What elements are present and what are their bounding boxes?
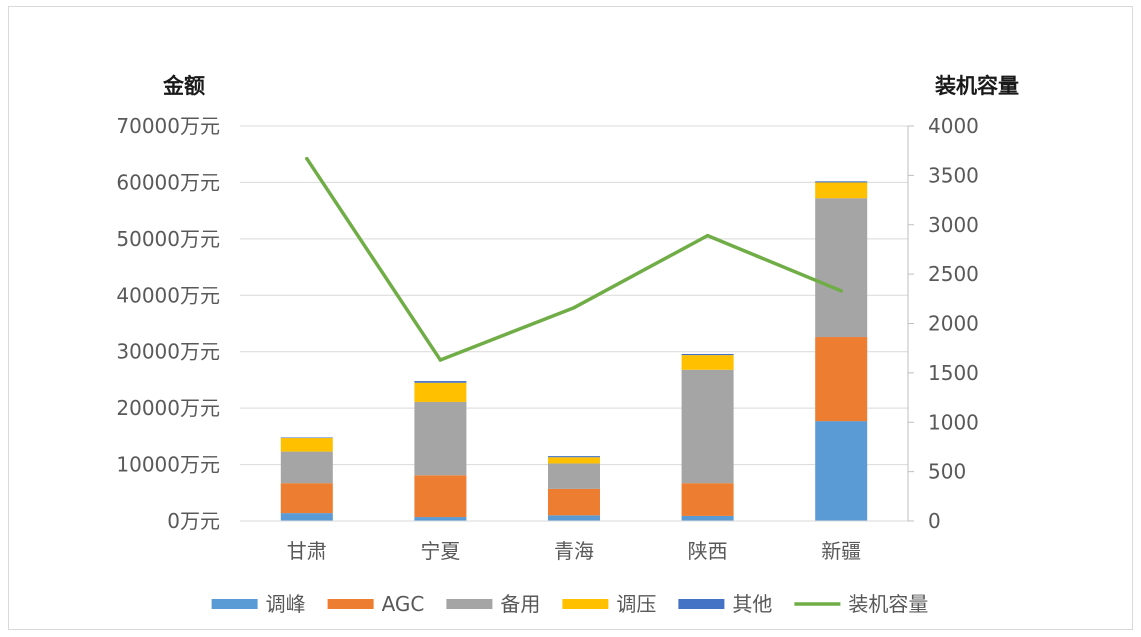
x-tick-label: 宁夏 [420, 539, 460, 563]
y-right-tick-label: 500 [928, 460, 966, 484]
y-right-tick-label: 1000 [928, 410, 979, 434]
legend-item: 其他 [678, 592, 772, 616]
legend-swatch [211, 599, 258, 609]
y-left-tick-label: 70000万元 [116, 114, 220, 138]
bar-segment [280, 483, 333, 514]
y-left-tick-label: 30000万元 [116, 340, 220, 364]
line-point [438, 358, 443, 362]
line-point [705, 233, 710, 238]
bar-segment [681, 483, 734, 516]
legend-item: 调压 [562, 592, 656, 616]
bar-segment [548, 488, 600, 516]
bar-segment [681, 355, 734, 370]
y-left-tick-label: 50000万元 [116, 227, 220, 251]
bar-segment [815, 337, 868, 422]
x-tick-label: 甘肃 [287, 539, 327, 563]
y-left-tick-label: 60000万元 [116, 170, 220, 194]
legend-label: AGC [382, 592, 425, 616]
x-tick-label: 陕西 [688, 539, 728, 563]
bar-segment [414, 475, 467, 518]
right-axis-title: 装机容量 [935, 74, 1019, 98]
bar-segment [280, 513, 333, 521]
bar-segment [681, 515, 734, 521]
y-right-tick-label: 3500 [928, 163, 979, 187]
line-point [572, 305, 576, 310]
legend-swatch [446, 599, 493, 609]
legend-item: 调峰 [211, 592, 306, 616]
bar-segment [681, 369, 734, 484]
bar-segment [548, 515, 600, 521]
bar-segment [815, 182, 868, 199]
x-tick-label: 青海 [554, 539, 594, 563]
capacity-line [305, 157, 842, 362]
y-left-tick-label: 10000万元 [116, 453, 220, 477]
axes: 0万元 10000万元 20000万元 30000万元 40000万元 50000万元 60… [116, 114, 979, 563]
gridlines [240, 125, 908, 466]
line-group [305, 156, 843, 362]
legend-item: 装机容量 [794, 592, 928, 616]
bar-segment [280, 451, 333, 484]
bar-segment [548, 456, 600, 458]
legend: 调峰 AGC 备用 调压 其他 装机容量 [211, 592, 928, 616]
y-right-tick-label: 2000 [928, 312, 979, 336]
bar-segment [280, 437, 333, 439]
legend-item: 备用 [446, 592, 540, 616]
legend-swatch [562, 599, 609, 609]
legend-label: 调峰 [266, 592, 306, 616]
bar-segment [815, 181, 868, 183]
bar-segment [815, 198, 868, 338]
y-right-tick-label: 0 [928, 509, 941, 533]
y-right-tick-label: 3000 [928, 213, 979, 237]
y-left-tick-label: 0万元 [167, 509, 220, 533]
chart-frame [8, 6, 1133, 630]
bar-segment [414, 401, 467, 476]
bar-segment [280, 438, 333, 452]
legend-swatch [678, 599, 725, 609]
legend-label: 调压 [616, 592, 656, 616]
x-tick-label: 新疆 [821, 539, 861, 563]
bar-segment [414, 382, 467, 402]
legend-label: 备用 [500, 592, 540, 616]
bar-segment [815, 421, 868, 521]
legend-swatch [327, 599, 374, 609]
legend-item: AGC [327, 592, 425, 616]
bar-group [280, 181, 868, 521]
line-point [839, 289, 843, 293]
y-right-tick-label: 4000 [928, 114, 979, 138]
y-right-tick-label: 2500 [928, 262, 979, 286]
bar-segment [548, 463, 600, 489]
legend-label: 其他 [732, 592, 772, 616]
bar-segment [414, 517, 467, 521]
y-left-tick-label: 40000万元 [116, 283, 220, 307]
bar-segment [414, 381, 467, 383]
bar-segment [681, 353, 734, 356]
legend-label: 装机容量 [848, 592, 928, 616]
y-left-tick-label: 20000万元 [116, 396, 220, 420]
line-point [305, 156, 309, 161]
bar-segment [548, 457, 600, 464]
y-right-tick-label: 1500 [928, 361, 979, 385]
left-axis-title: 金额 [162, 74, 205, 98]
